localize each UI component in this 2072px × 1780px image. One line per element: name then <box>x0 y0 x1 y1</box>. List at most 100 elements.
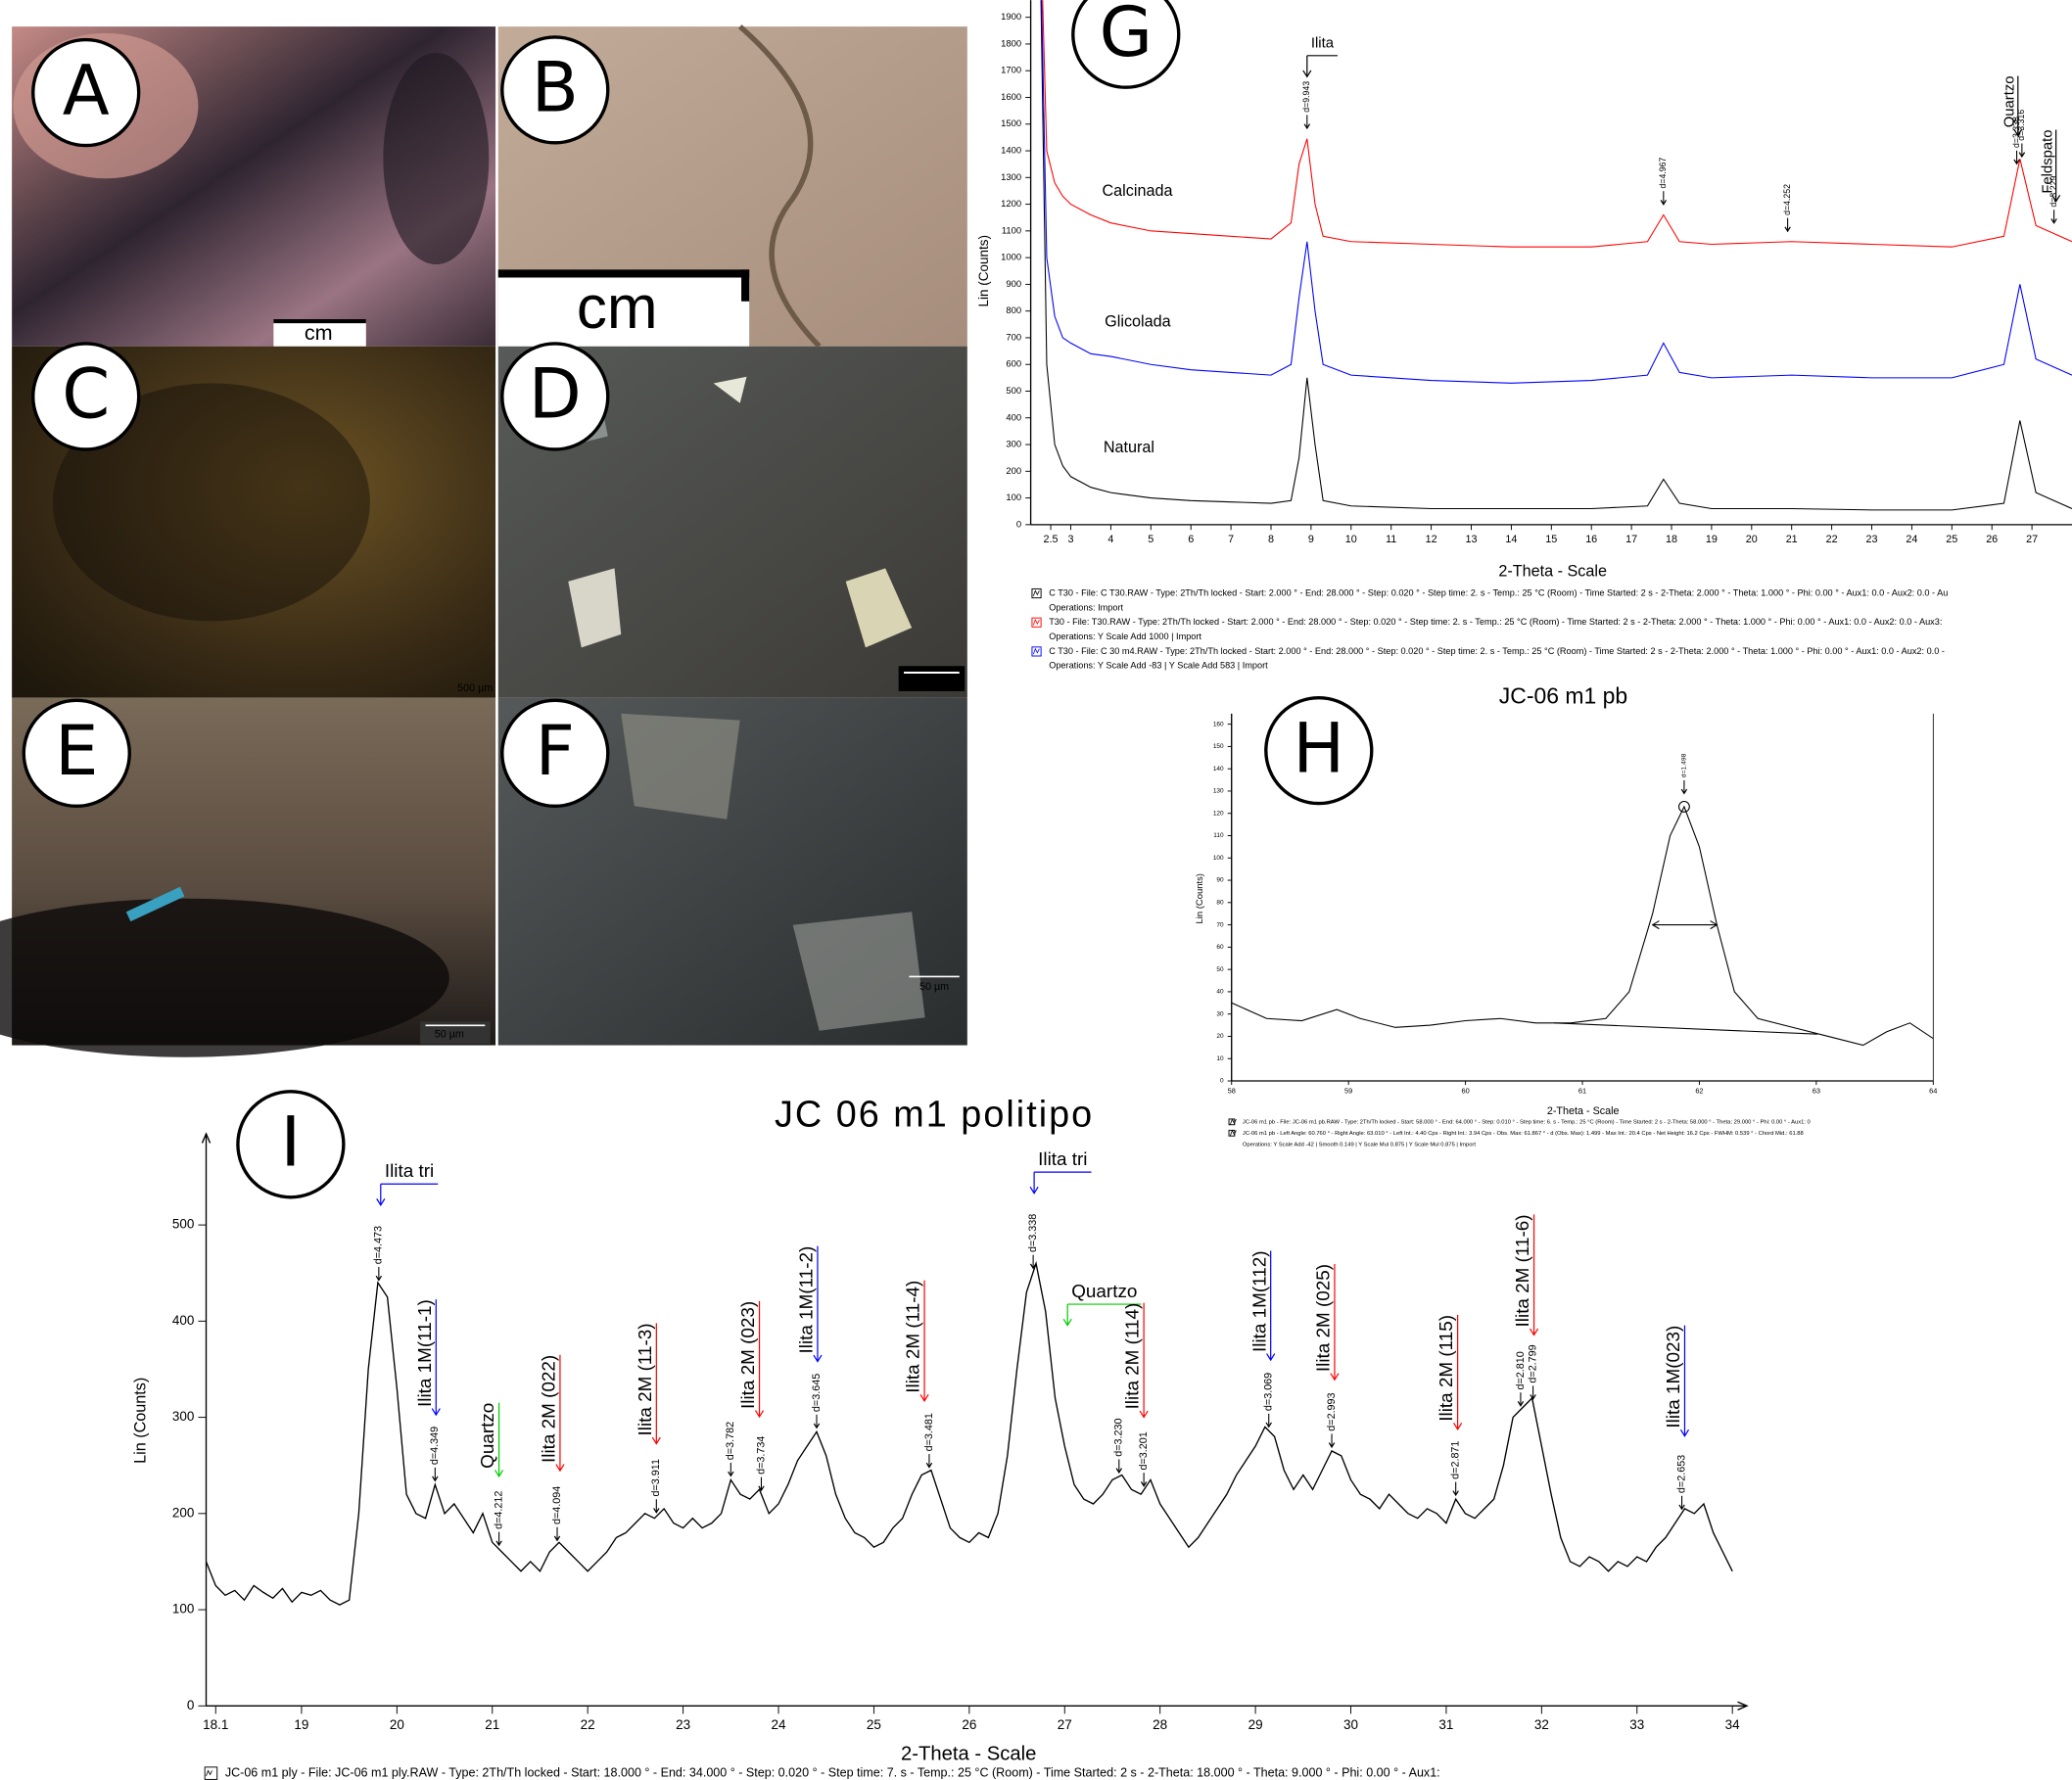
x-axis-label: 2-Theta - Scale <box>901 1744 1036 1765</box>
y-tick-label: 150 <box>1213 743 1224 750</box>
phase-label: Ilita 1M(11-2) <box>797 1246 818 1354</box>
x-tick-label: 4 <box>1107 534 1113 545</box>
d-label: d=3.338 <box>1027 1214 1039 1252</box>
y-tick-label: 30 <box>1216 1010 1224 1017</box>
x-tick-label: 24 <box>772 1717 786 1732</box>
panel-letter: I <box>281 1102 302 1183</box>
x-tick-label: 12 <box>1426 534 1437 545</box>
y-tick-label: 300 <box>1006 440 1021 450</box>
legend-text: Operations: Y Scale Add 1000 | Import <box>1049 632 1201 641</box>
d-label: d=9.943 <box>1301 81 1311 113</box>
y-tick-label: 100 <box>1213 855 1224 862</box>
x-tick-label: 62 <box>1695 1087 1703 1096</box>
y-tick-label: 1100 <box>1002 225 1021 236</box>
x-tick-label: 17 <box>1625 534 1637 545</box>
panel-letter: B <box>532 48 579 128</box>
d-label: d=1.498 <box>1681 753 1688 777</box>
x-tick-label: 26 <box>1986 534 1998 545</box>
x-axis-label: 2-Theta - Scale <box>1498 563 1607 581</box>
y-tick-label: 100 <box>1006 492 1021 503</box>
legend-icon <box>1230 1131 1236 1136</box>
y-tick-label: 900 <box>1006 279 1021 290</box>
panel-letter: G <box>1100 0 1153 72</box>
x-tick-label: 64 <box>1929 1087 1937 1096</box>
y-tick-label: 10 <box>1216 1055 1224 1062</box>
y-tick-label: 500 <box>172 1217 195 1232</box>
series-line <box>1039 0 2072 247</box>
phase-label: Quartzo <box>2002 76 2018 128</box>
x-tick-label: 59 <box>1344 1087 1352 1096</box>
x-tick-label: 19 <box>294 1717 308 1732</box>
legend-icon <box>207 1770 212 1775</box>
d-label: d=2.871 <box>1450 1441 1462 1479</box>
phase-label: Ilita 2M (114) <box>1123 1303 1144 1410</box>
x-tick-label: 63 <box>1813 1087 1820 1096</box>
d-label: d=2.993 <box>1326 1392 1338 1430</box>
phase-label: Ilita 2M (025) <box>1314 1264 1335 1372</box>
phase-label: Ilita tri <box>1038 1149 1087 1170</box>
phase-label: Ilita 2M (022) <box>540 1355 560 1463</box>
d-label: d=3.230 <box>1113 1418 1125 1456</box>
y-tick-label: 500 <box>1006 386 1021 397</box>
panel-letter: F <box>536 711 575 791</box>
y-tick-label: 700 <box>1006 332 1021 343</box>
x-axis-label: 2-Theta - Scale <box>1547 1105 1620 1117</box>
x-tick-label: 34 <box>1725 1717 1740 1732</box>
scale-label: cm <box>577 274 658 342</box>
d-label: d=2.810 <box>1515 1351 1527 1389</box>
x-tick-label: 13 <box>1466 534 1478 545</box>
x-tick-label: 33 <box>1629 1717 1644 1732</box>
x-tick-label: 27 <box>2026 534 2038 545</box>
phase-label: Ilita 2M (023) <box>738 1301 759 1409</box>
y-tick-label: 90 <box>1216 877 1224 884</box>
d-label: d=2.653 <box>1675 1455 1687 1493</box>
d-label: d=4.094 <box>551 1486 563 1524</box>
y-tick-label: 60 <box>1216 944 1224 951</box>
x-tick-label: 26 <box>962 1717 976 1732</box>
y-tick-label: 40 <box>1216 989 1224 996</box>
series-label: Natural <box>1104 439 1154 456</box>
x-tick-label: 16 <box>1585 534 1597 545</box>
x-tick-label: 18.1 <box>203 1717 228 1732</box>
scale-label: 50 µm <box>919 981 949 993</box>
legend-icon <box>1033 590 1039 595</box>
y-tick-label: 1700 <box>1001 66 1021 76</box>
x-tick-label: 7 <box>1228 534 1234 545</box>
y-tick-label: 200 <box>1006 466 1021 477</box>
background-line <box>1554 1023 1817 1034</box>
y-tick-label: 140 <box>1213 766 1224 773</box>
y-axis-label: Lin (Counts) <box>132 1378 150 1464</box>
legend-text: Operations: Y Scale Add -83 | Y Scale Ad… <box>1049 661 1268 671</box>
phase-label: Ilita 2M (11-3) <box>636 1323 656 1435</box>
y-tick-label: 1500 <box>1001 118 1021 129</box>
x-tick-label: 22 <box>1826 534 1838 545</box>
x-tick-label: 9 <box>1308 534 1314 545</box>
series-line <box>1039 0 2072 383</box>
y-tick-label: 800 <box>1006 305 1021 316</box>
legend-text: C T30 - File: C T30.RAW - Type: 2Th/Th l… <box>1049 587 1948 597</box>
d-label: d=4.212 <box>493 1491 504 1529</box>
x-tick-label: 25 <box>867 1717 881 1732</box>
y-tick-label: 0 <box>1220 1078 1224 1085</box>
y-tick-label: 1600 <box>1001 92 1021 103</box>
x-tick-label: 29 <box>1248 1717 1263 1732</box>
x-tick-label: 22 <box>581 1717 595 1732</box>
x-tick-label: 25 <box>1946 534 1957 545</box>
d-label: d=3.481 <box>923 1413 935 1451</box>
series-line <box>1039 0 2072 510</box>
y-tick-label: 100 <box>172 1602 195 1616</box>
legend-icon <box>1230 1119 1236 1124</box>
legend-icon <box>1033 649 1039 654</box>
legend-text: C T30 - File: C 30 m4.RAW - Type: 2Th/Th… <box>1049 646 1945 656</box>
x-tick-label: 21 <box>1786 534 1798 545</box>
phase-label: Ilita tri <box>385 1161 434 1182</box>
scale-label: 500 µm <box>457 682 493 694</box>
y-tick-label: 1200 <box>1001 199 1021 210</box>
legend-text: JC-06 m1 pb - File: JC-06 m1 pb.RAW - Ty… <box>1243 1119 1811 1125</box>
panel-letter: A <box>63 50 110 130</box>
x-tick-label: 30 <box>1343 1717 1358 1732</box>
d-label: d=3.782 <box>725 1422 736 1460</box>
series-label: Glicolada <box>1105 313 1171 331</box>
x-tick-label: 20 <box>390 1717 404 1732</box>
x-tick-label: 15 <box>1545 534 1557 545</box>
